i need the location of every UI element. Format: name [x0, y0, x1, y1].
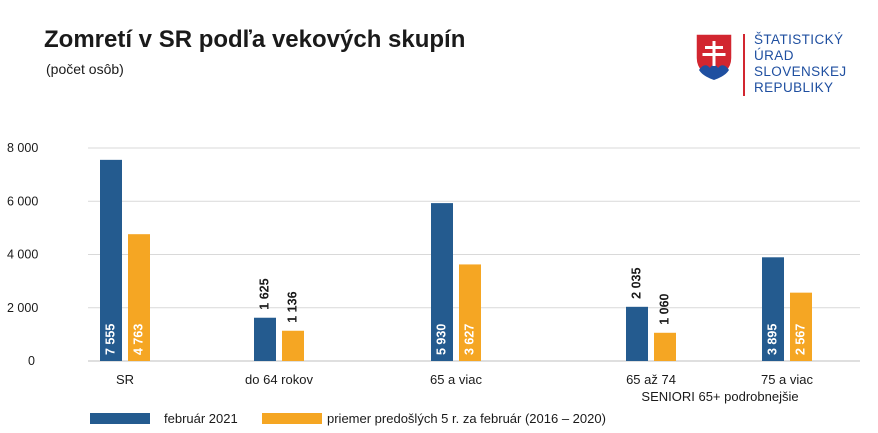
y-tick-label: 2 000 — [7, 301, 38, 315]
data-label: 3 627 — [462, 324, 476, 355]
statistical-office-logo: ŠTATISTICKÝ ÚRAD SLOVENSKEJ REPUBLIKY — [694, 32, 864, 102]
bar — [431, 203, 453, 361]
data-label: 5 930 — [434, 324, 448, 355]
logo-divider — [743, 34, 745, 96]
data-label: 3 895 — [765, 324, 779, 355]
legend-label-five-year-average: priemer predošlých 5 r. za február (2016… — [327, 411, 606, 426]
x-tick-label: 75 a viac — [761, 372, 814, 387]
data-label: 4 763 — [131, 324, 145, 355]
logo-text: ŠTATISTICKÝ ÚRAD SLOVENSKEJ REPUBLIKY — [754, 32, 847, 96]
x-tick-label: SR — [116, 372, 134, 387]
data-label: 2 567 — [793, 324, 807, 355]
y-tick-label: 6 000 — [7, 194, 38, 208]
bar — [626, 306, 648, 361]
bar — [459, 264, 481, 361]
data-label: 1 060 — [657, 293, 671, 324]
y-tick-label: 0 — [28, 354, 35, 368]
slovak-coat-of-arms-icon — [695, 33, 733, 81]
logo-line: ŠTATISTICKÝ — [754, 32, 844, 47]
x-tick-label: do 64 rokov — [245, 372, 313, 387]
bar — [762, 257, 784, 361]
data-label: 2 035 — [629, 267, 643, 298]
data-label: 1 136 — [285, 291, 299, 322]
legend-label-february-2021: február 2021 — [164, 411, 238, 426]
x-tick-label: 65 až 74 — [626, 372, 676, 387]
y-tick-label: 4 000 — [7, 248, 38, 262]
chart-title: Zomretí v SR podľa vekových skupín — [44, 26, 466, 53]
logo-line: REPUBLIKY — [754, 80, 834, 95]
x-tick-label: 65 a viac — [430, 372, 483, 387]
logo-line: SLOVENSKEJ — [754, 64, 847, 79]
bar — [790, 292, 812, 361]
legend-swatch-five-year-average — [262, 413, 322, 424]
legend-swatch-february-2021 — [90, 413, 150, 424]
chart-subtitle: (počet osôb) — [46, 61, 124, 77]
bar — [254, 317, 276, 361]
logo-line: ÚRAD — [754, 48, 794, 63]
data-label: 7 555 — [103, 324, 117, 355]
bar — [654, 332, 676, 361]
data-label: 1 625 — [257, 278, 271, 309]
bar — [282, 330, 304, 361]
group-annotation: SENIORI 65+ podrobnejšie — [641, 389, 798, 404]
bar — [128, 234, 150, 361]
y-tick-label: 8 000 — [7, 141, 38, 155]
bar — [100, 159, 122, 361]
